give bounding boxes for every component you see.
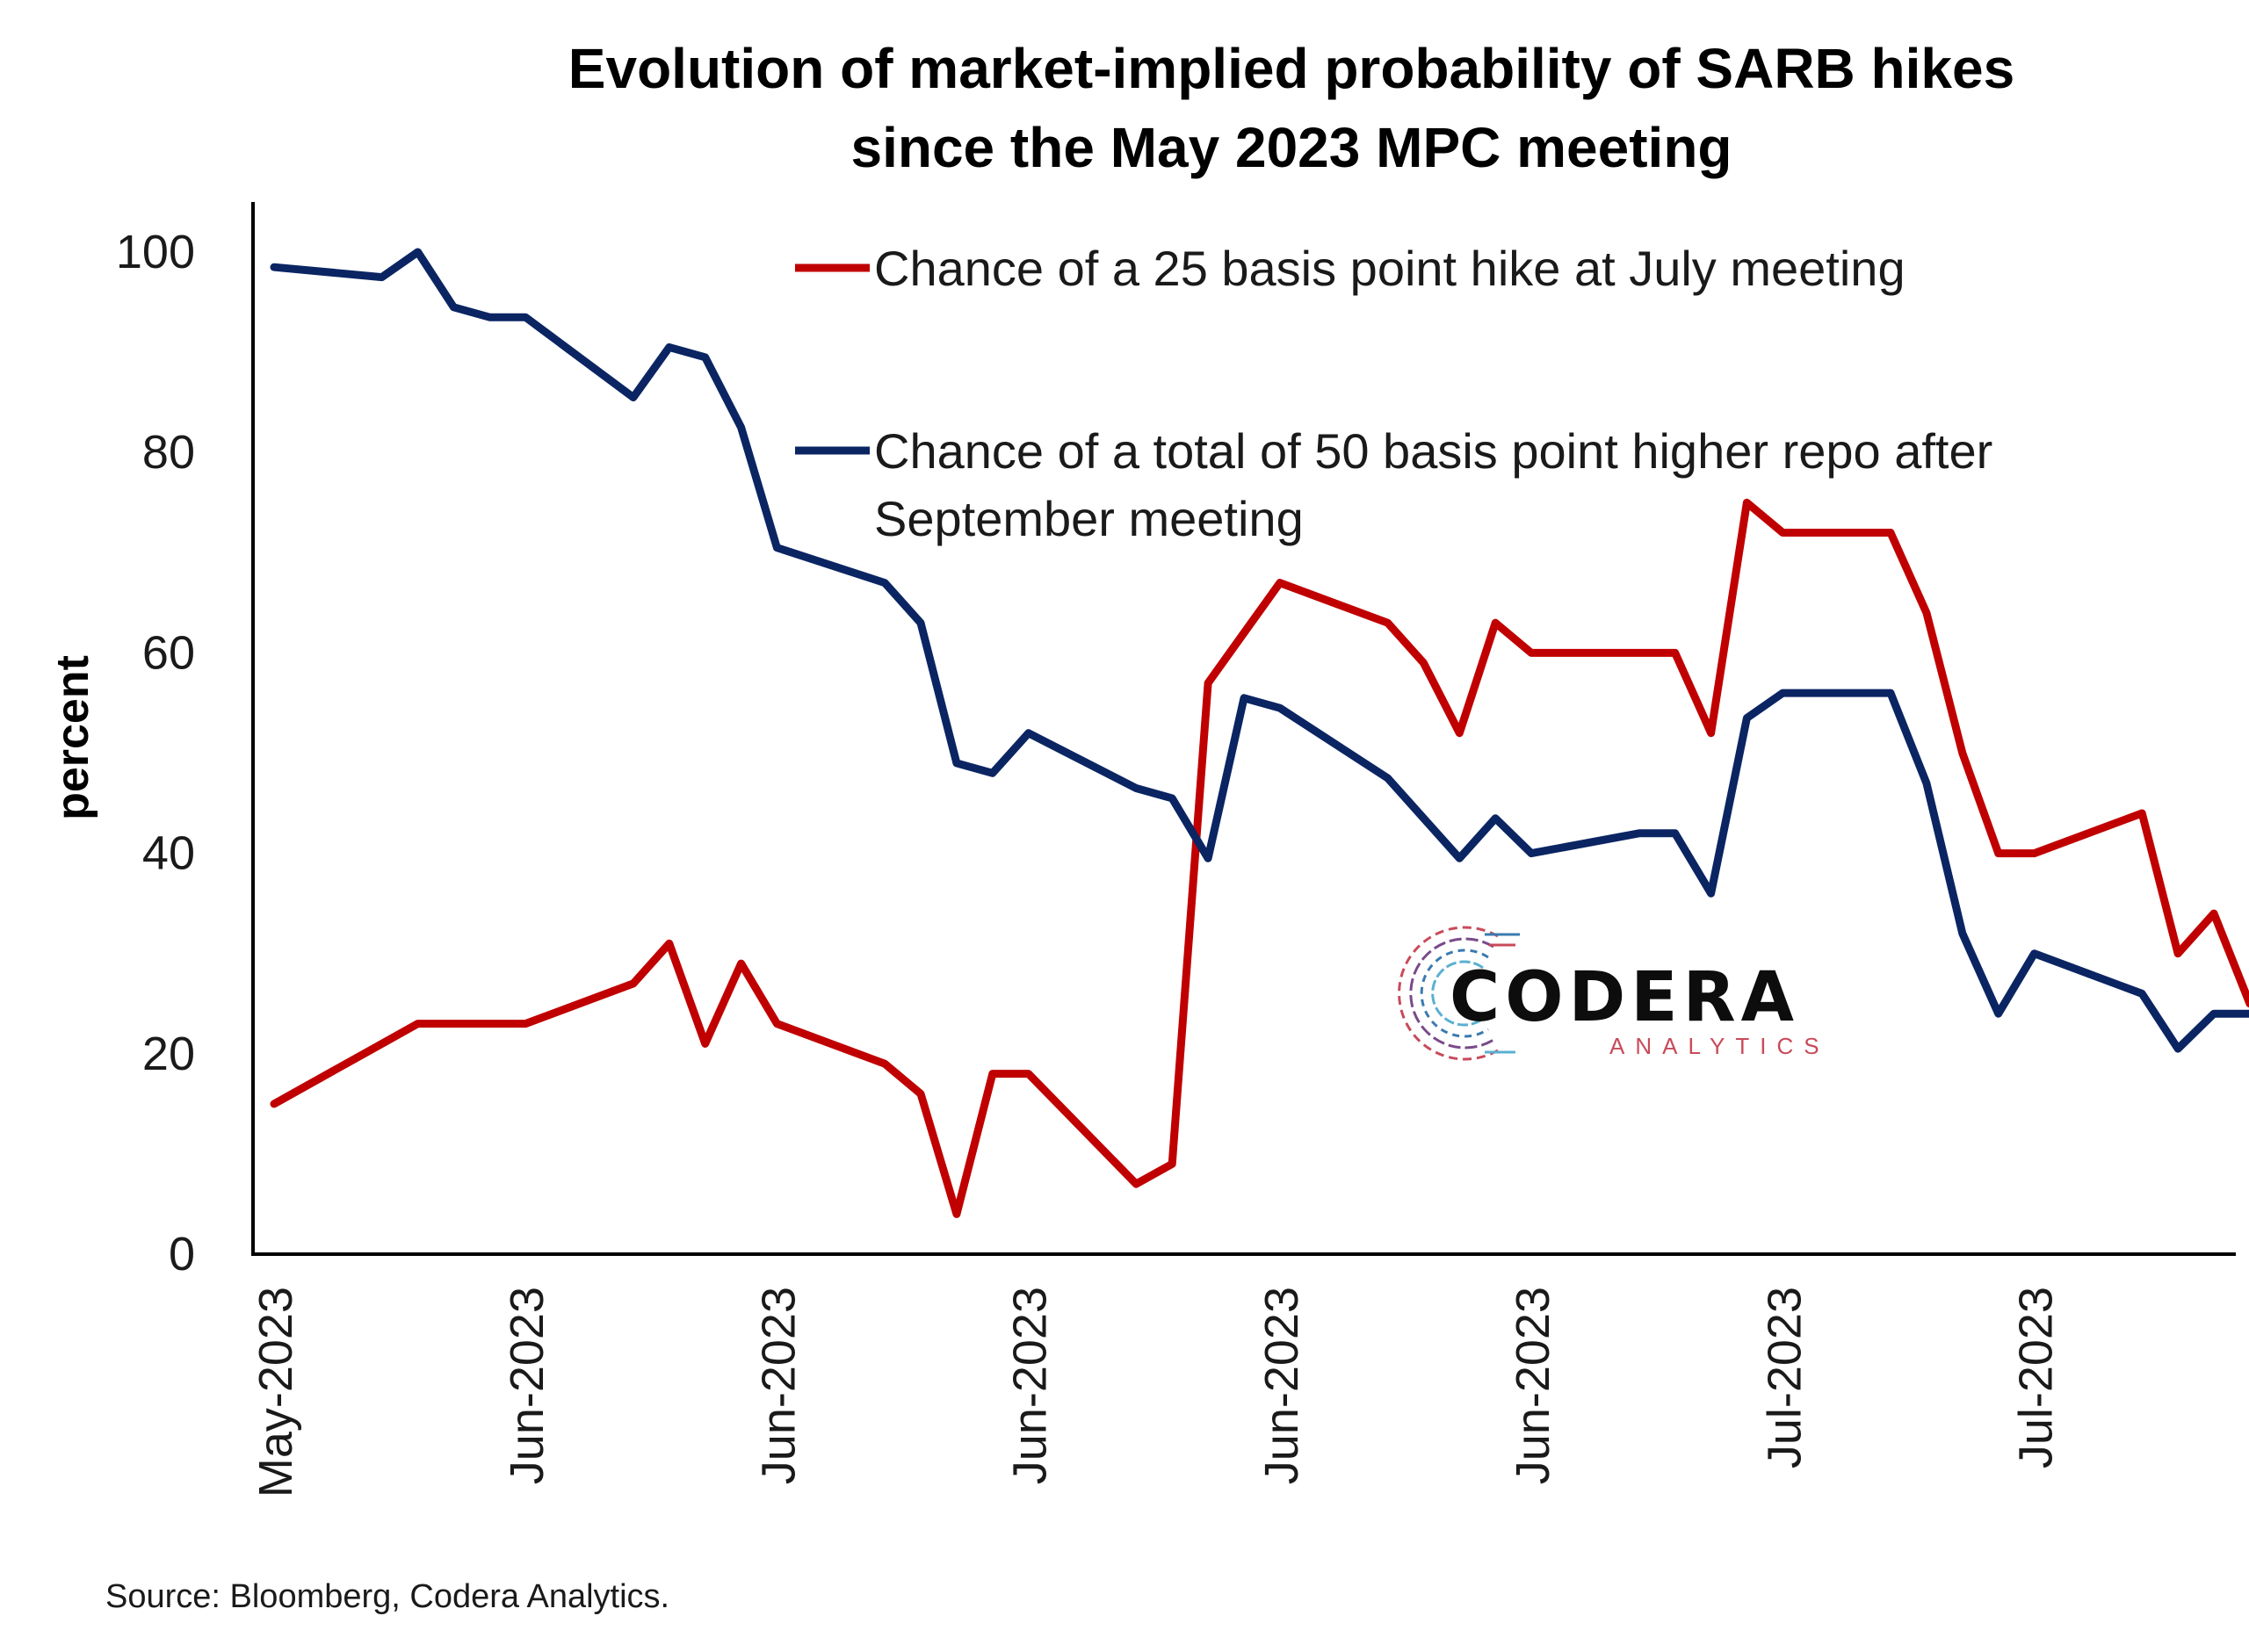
series-line-50bp-september — [270, 248, 2249, 1053]
logo-wordmark: CODERA — [1450, 958, 1799, 1037]
codera-logo-icon — [1398, 926, 1520, 1061]
y-tick-label: 0 — [169, 1228, 195, 1280]
y-axis-ticks: 0 20 40 60 80 100 — [116, 226, 195, 1280]
chart-title-line-1: Evolution of market-implied probability … — [568, 37, 2014, 100]
source-note: Source: Bloomberg, Codera Analytics. — [105, 1578, 669, 1615]
y-axis-label: percent — [47, 655, 98, 820]
logo-tagline: ANALYTICS — [1609, 1033, 1830, 1059]
x-tick-label: Jun-2023 — [752, 1287, 805, 1484]
x-axis-ticks: May-2023 Jun-2023 Jun-2023 Jun-2023 Jun-2023… — [249, 1287, 2063, 1497]
x-tick-label: Jul-2023 — [2010, 1287, 2063, 1468]
legend-label-red: Chance of a 25 basis point hike at July … — [874, 241, 1906, 296]
x-tick-label: Jun-2023 — [501, 1287, 553, 1484]
legend: Chance of a 25 basis point hike at July … — [795, 241, 1992, 546]
x-tick-label: Jun-2023 — [1255, 1287, 1308, 1484]
legend-label-blue-line-1: Chance of a total of 50 basis point high… — [874, 423, 1992, 479]
y-tick-label: 80 — [142, 426, 195, 479]
legend-label-blue-line-2: September meeting — [874, 491, 1304, 546]
x-tick-label: Jul-2023 — [1758, 1287, 1811, 1468]
series-layer — [270, 248, 2249, 1218]
codera-logo: CODERA ANALYTICS — [1398, 926, 1830, 1061]
chart-title-line-2: since the May 2023 MPC meeting — [850, 116, 1732, 179]
y-tick-label: 20 — [142, 1028, 195, 1080]
x-tick-label: Jun-2023 — [1004, 1287, 1057, 1484]
y-tick-label: 100 — [116, 226, 195, 278]
y-tick-label: 60 — [142, 626, 195, 679]
x-tick-label: Jun-2023 — [1507, 1287, 1559, 1484]
y-tick-label: 40 — [142, 827, 195, 880]
series-line-25bp-july — [270, 498, 2249, 1218]
x-tick-label: May-2023 — [249, 1287, 302, 1497]
